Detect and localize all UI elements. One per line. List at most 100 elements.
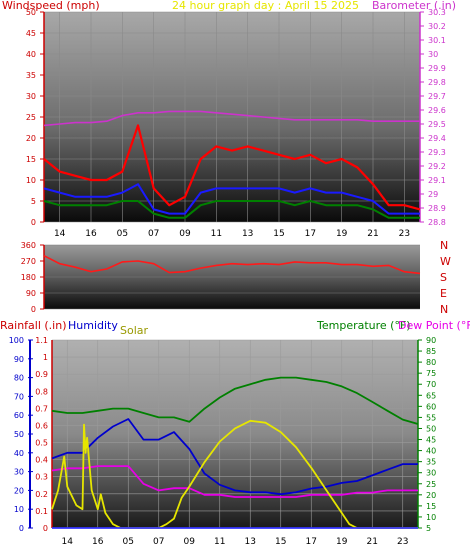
rain-y-tick-label: 1.1 xyxy=(35,336,48,345)
baro-y-tick-label: 29.8 xyxy=(428,78,446,87)
humidity-y-tick-label: 90 xyxy=(14,355,24,364)
wind-y-tick-label: 20 xyxy=(26,134,36,143)
humidity-y-tick-label: 50 xyxy=(14,430,24,439)
temp-y-tick-label: 5 xyxy=(426,524,431,533)
baro-y-tick-label: 29.7 xyxy=(428,92,446,101)
dir-y-tick-label: 360 xyxy=(21,241,36,250)
humidity-y-tick-label: 100 xyxy=(9,336,24,345)
humidity-y-tick-label: 70 xyxy=(14,392,24,401)
weather-panel-bg xyxy=(52,340,418,528)
series-direction xyxy=(43,254,421,275)
direction-label: E xyxy=(440,287,447,300)
weather-x-tick-label: 11 xyxy=(214,537,225,547)
series-dewpoint xyxy=(51,465,418,498)
wind-y-tick-label: 0 xyxy=(31,218,36,227)
series-solar_line xyxy=(51,419,418,529)
series-humidity xyxy=(51,418,418,496)
weather-x-tick-label: 17 xyxy=(306,537,317,547)
baro-y-tick-label: 29 xyxy=(428,190,438,199)
temp-y-tick-label: 55 xyxy=(426,413,436,422)
wind-x-tick-label: 14 xyxy=(54,229,66,239)
baro-y-tick-label: 30.1 xyxy=(428,36,446,45)
weather-x-tick-label: 23 xyxy=(397,537,408,547)
humidity-y-tick-label: 30 xyxy=(14,468,24,477)
wind-x-tick-label: 11 xyxy=(211,229,222,239)
temp-y-tick-label: 35 xyxy=(426,458,436,467)
temp-y-tick-label: 50 xyxy=(426,424,436,433)
humidity-y-tick-label: 40 xyxy=(14,449,24,458)
baro-y-tick-label: 29.5 xyxy=(428,120,446,129)
temp-y-tick-label: 25 xyxy=(426,480,436,489)
wind-x-tick-label: 05 xyxy=(117,229,128,239)
baro-y-tick-label: 29.1 xyxy=(428,176,446,185)
rain-y-tick-label: 0.4 xyxy=(35,456,48,465)
temp-y-tick-label: 10 xyxy=(426,513,436,522)
baro-y-tick-label: 28.9 xyxy=(428,204,446,213)
dir-y-tick-label: 180 xyxy=(21,273,36,282)
rain-y-tick-label: 1 xyxy=(43,353,48,362)
wind-y-tick-label: 15 xyxy=(26,155,36,164)
direction-label: N xyxy=(440,239,448,252)
baro-y-tick-label: 29.9 xyxy=(428,64,446,73)
direction-label: N xyxy=(440,303,448,316)
direction-label: S xyxy=(440,271,447,284)
rain-y-tick-label: 0.3 xyxy=(35,473,48,482)
temp-y-tick-label: 70 xyxy=(426,380,436,389)
wind-x-tick-label: 21 xyxy=(367,229,378,239)
wind-x-tick-label: 17 xyxy=(305,229,316,239)
wind-x-tick-label: 19 xyxy=(336,229,348,239)
series-barometer xyxy=(43,110,420,127)
windspeed-label: Windspeed (mph) xyxy=(2,0,100,12)
wind-y-tick-label: 35 xyxy=(26,71,36,80)
weather-x-tick-label: 21 xyxy=(367,537,378,547)
wind-y-tick-label: 40 xyxy=(26,50,36,59)
wind-x-tick-label: 13 xyxy=(242,229,253,239)
barometer-label: Barometer (.in) xyxy=(372,0,456,12)
wind-x-tick-label: 23 xyxy=(399,229,410,239)
rain-y-tick-label: 0.9 xyxy=(35,370,48,379)
wind-y-tick-label: 50 xyxy=(26,8,36,17)
dir-y-tick-label: 90 xyxy=(26,289,36,298)
weather-x-tick-label: 14 xyxy=(62,537,74,547)
temp-y-tick-label: 45 xyxy=(426,436,436,445)
series-low_wind xyxy=(43,200,420,219)
weather-x-tick-label: 07 xyxy=(153,537,164,547)
temp-y-tick-label: 75 xyxy=(426,369,436,378)
baro-y-tick-label: 30 xyxy=(428,50,438,59)
solar-label: Solar xyxy=(120,324,149,337)
temp-y-tick-label: 60 xyxy=(426,402,436,411)
temperature-label: Temperature (°F) xyxy=(317,319,411,332)
rain-y-tick-label: 0.5 xyxy=(35,439,48,448)
wind-y-tick-label: 25 xyxy=(26,113,36,122)
rain-y-tick-label: 0.8 xyxy=(35,387,48,396)
temp-y-tick-label: 65 xyxy=(426,391,436,400)
wind-y-tick-label: 5 xyxy=(31,197,36,206)
baro-y-tick-label: 29.4 xyxy=(428,134,446,143)
temp-y-tick-label: 80 xyxy=(426,358,436,367)
rainfall-label: Rainfall (.in) xyxy=(0,319,67,332)
rain-y-tick-label: 0 xyxy=(43,524,48,533)
baro-y-tick-label: 28.8 xyxy=(428,218,446,227)
wind-x-tick-label: 07 xyxy=(148,229,159,239)
baro-y-tick-label: 29.6 xyxy=(428,106,446,115)
weather-x-tick-label: 09 xyxy=(184,537,196,547)
wind-x-tick-label: 16 xyxy=(85,229,97,239)
baro-y-tick-label: 30.2 xyxy=(428,22,446,31)
wind-x-tick-label: 09 xyxy=(179,229,191,239)
temp-y-tick-label: 85 xyxy=(426,347,436,356)
humidity-y-tick-label: 20 xyxy=(14,486,24,495)
wind-x-tick-label: 15 xyxy=(273,229,284,239)
rain-y-tick-label: 0.1 xyxy=(35,507,48,516)
temp-y-tick-label: 90 xyxy=(426,336,436,345)
wind-y-tick-label: 30 xyxy=(26,92,36,101)
temp-y-tick-label: 15 xyxy=(426,502,436,511)
temp-y-tick-label: 30 xyxy=(426,469,436,478)
dir-y-tick-label: 270 xyxy=(21,257,36,266)
series-temperature xyxy=(51,376,419,425)
rain-y-tick-label: 0.2 xyxy=(35,490,48,499)
dir-y-tick-label: 0 xyxy=(31,305,36,314)
temp-y-tick-label: 40 xyxy=(426,447,436,456)
graph-title: 24 hour graph day : April 15 2025 xyxy=(172,0,359,12)
